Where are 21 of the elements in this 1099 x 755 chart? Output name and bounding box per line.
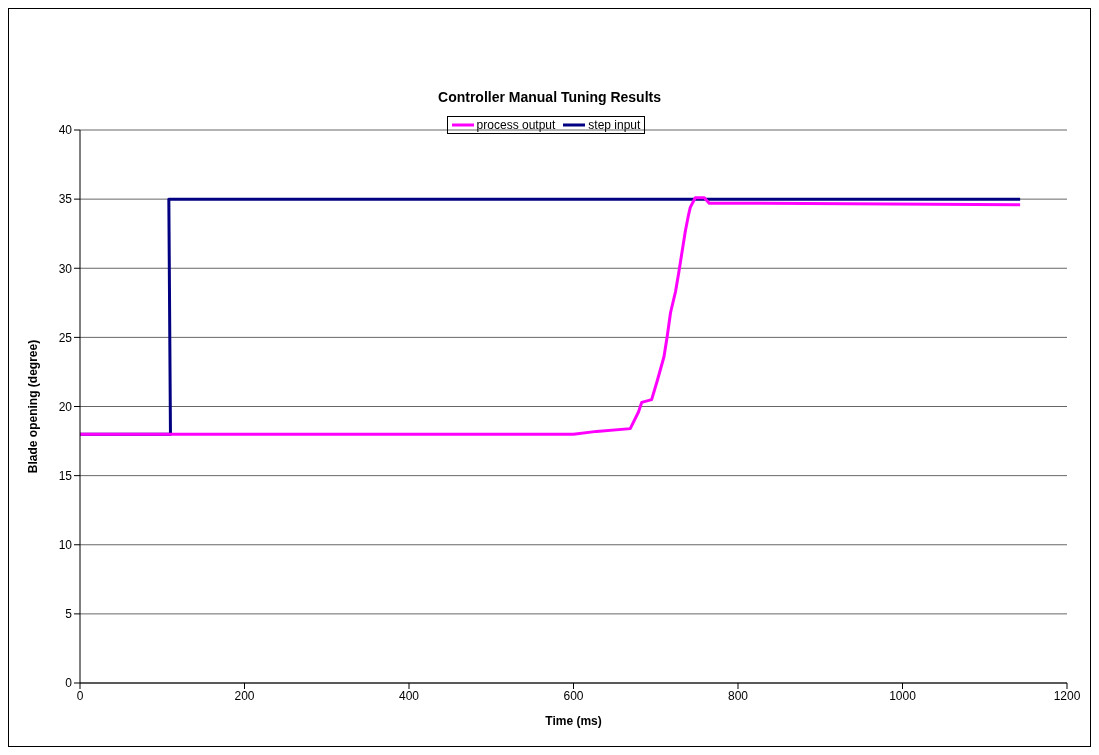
- x-tick-label: 0: [76, 688, 84, 703]
- y-tick-label: 35: [58, 192, 73, 207]
- y-tick-label: 0: [65, 676, 73, 691]
- x-tick-label: 200: [234, 688, 255, 703]
- y-tick-label: 25: [58, 330, 73, 345]
- legend-label: process output: [475, 118, 556, 132]
- x-axis-title: Time (ms): [545, 714, 602, 728]
- chart-title: Controller Manual Tuning Results: [437, 89, 662, 105]
- x-tick-label: 1000: [889, 688, 917, 703]
- y-tick-label: 15: [58, 468, 73, 483]
- y-axis-title: Blade opening (degree): [26, 339, 41, 474]
- x-tick-label: 400: [398, 688, 420, 703]
- y-tick-label: 5: [65, 607, 73, 622]
- x-tick-label: 600: [563, 688, 584, 703]
- y-tick-label: 30: [58, 261, 73, 276]
- y-tick-label: 40: [58, 123, 73, 138]
- x-tick-label: 1200: [1053, 688, 1081, 703]
- x-tick-label: 800: [727, 688, 749, 703]
- y-tick-label: 10: [58, 538, 73, 553]
- y-tick-label: 20: [58, 399, 73, 414]
- legend-label: step input: [587, 118, 641, 132]
